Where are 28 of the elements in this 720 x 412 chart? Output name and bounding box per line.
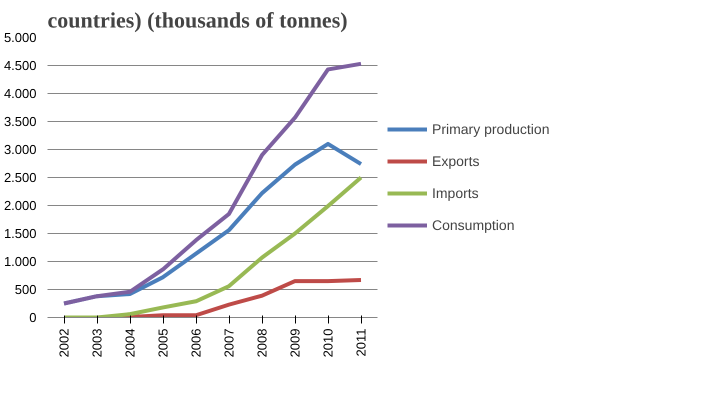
legend-label: Imports (432, 185, 479, 201)
line-series (62, 62, 363, 306)
x-tick-label: 2009 (288, 328, 302, 358)
y-tick-label: 1.000 (4, 254, 37, 269)
line-series (62, 176, 363, 318)
legend-label: Exports (432, 153, 480, 169)
legend-label: Consumption (432, 217, 514, 233)
y-tick-label: 1.500 (4, 226, 37, 241)
x-tick-label: 2003 (90, 328, 104, 358)
y-tick-label: 2.500 (4, 170, 37, 185)
x-tick-label: 2007 (222, 328, 236, 358)
y-tick-label: 3.500 (4, 114, 37, 129)
y-tick-label: 0 (29, 310, 37, 325)
y-tick-label: 500 (14, 282, 37, 297)
y-tick-label: 2.000 (4, 198, 37, 213)
x-tick-label: 2010 (320, 328, 336, 358)
x-tick-label: 2006 (188, 328, 204, 358)
y-tick-label: 5.000 (4, 30, 37, 45)
x-tick-label: 2005 (156, 328, 170, 358)
legend-label: Primary production (432, 121, 550, 137)
chart-title: countries) (thousands of tonnes) (48, 8, 348, 32)
x-tick-label: 2002 (56, 328, 72, 358)
x-tick-label: 2008 (254, 328, 270, 358)
x-tick-label: 2011 (354, 328, 368, 356)
y-tick-label: 4.000 (4, 86, 37, 101)
y-tick-label: 3.000 (4, 142, 37, 157)
y-tick-label: 4.500 (4, 58, 37, 73)
x-tick-label: 2004 (122, 328, 138, 358)
